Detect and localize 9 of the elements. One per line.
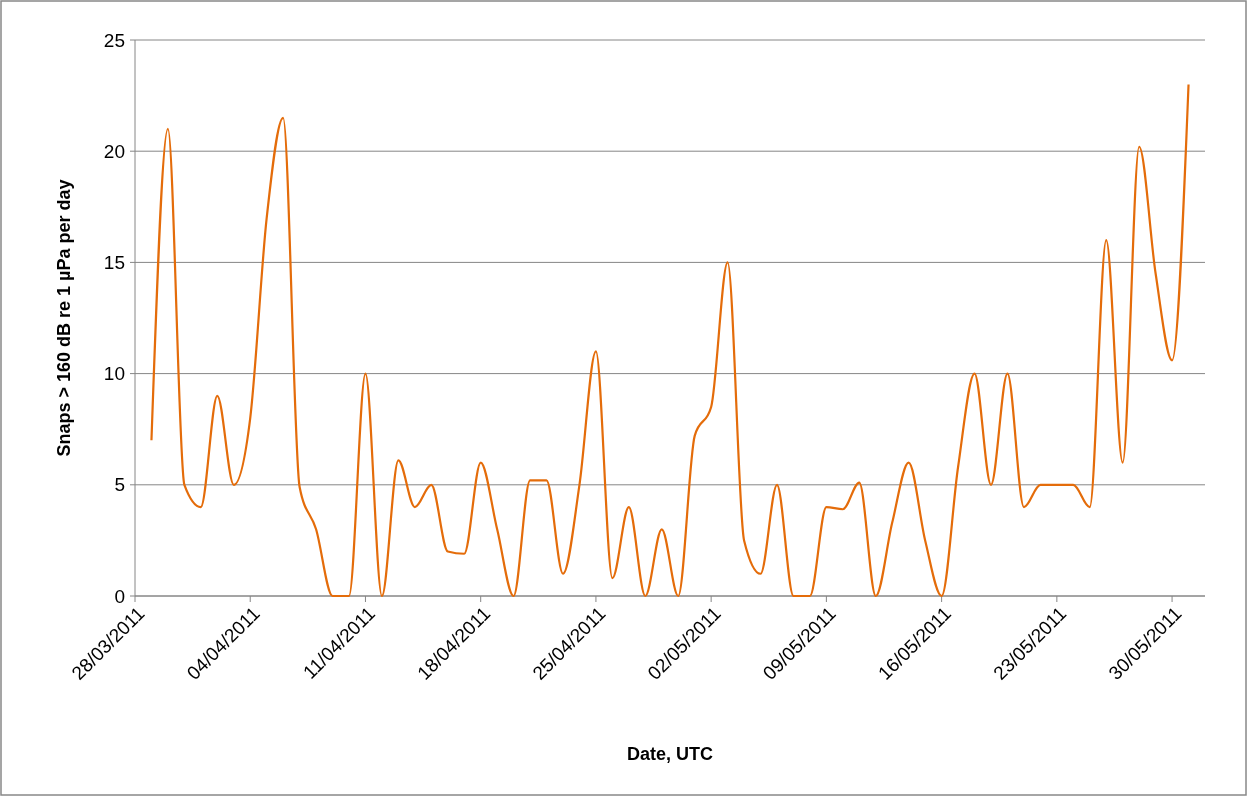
y-tick-label: 5 <box>114 474 125 496</box>
x-axis-title: Date, UTC <box>626 744 714 764</box>
y-tick-label: 25 <box>103 29 125 51</box>
y-axis-title: Snaps > 160 dB re 1 µPa per day <box>54 179 74 457</box>
y-tick-label: 0 <box>114 585 125 607</box>
y-tick-label: 10 <box>103 363 125 385</box>
y-tick-label: 15 <box>103 252 125 274</box>
line-series <box>150 83 1190 598</box>
y-tick-label: 20 <box>103 140 125 162</box>
